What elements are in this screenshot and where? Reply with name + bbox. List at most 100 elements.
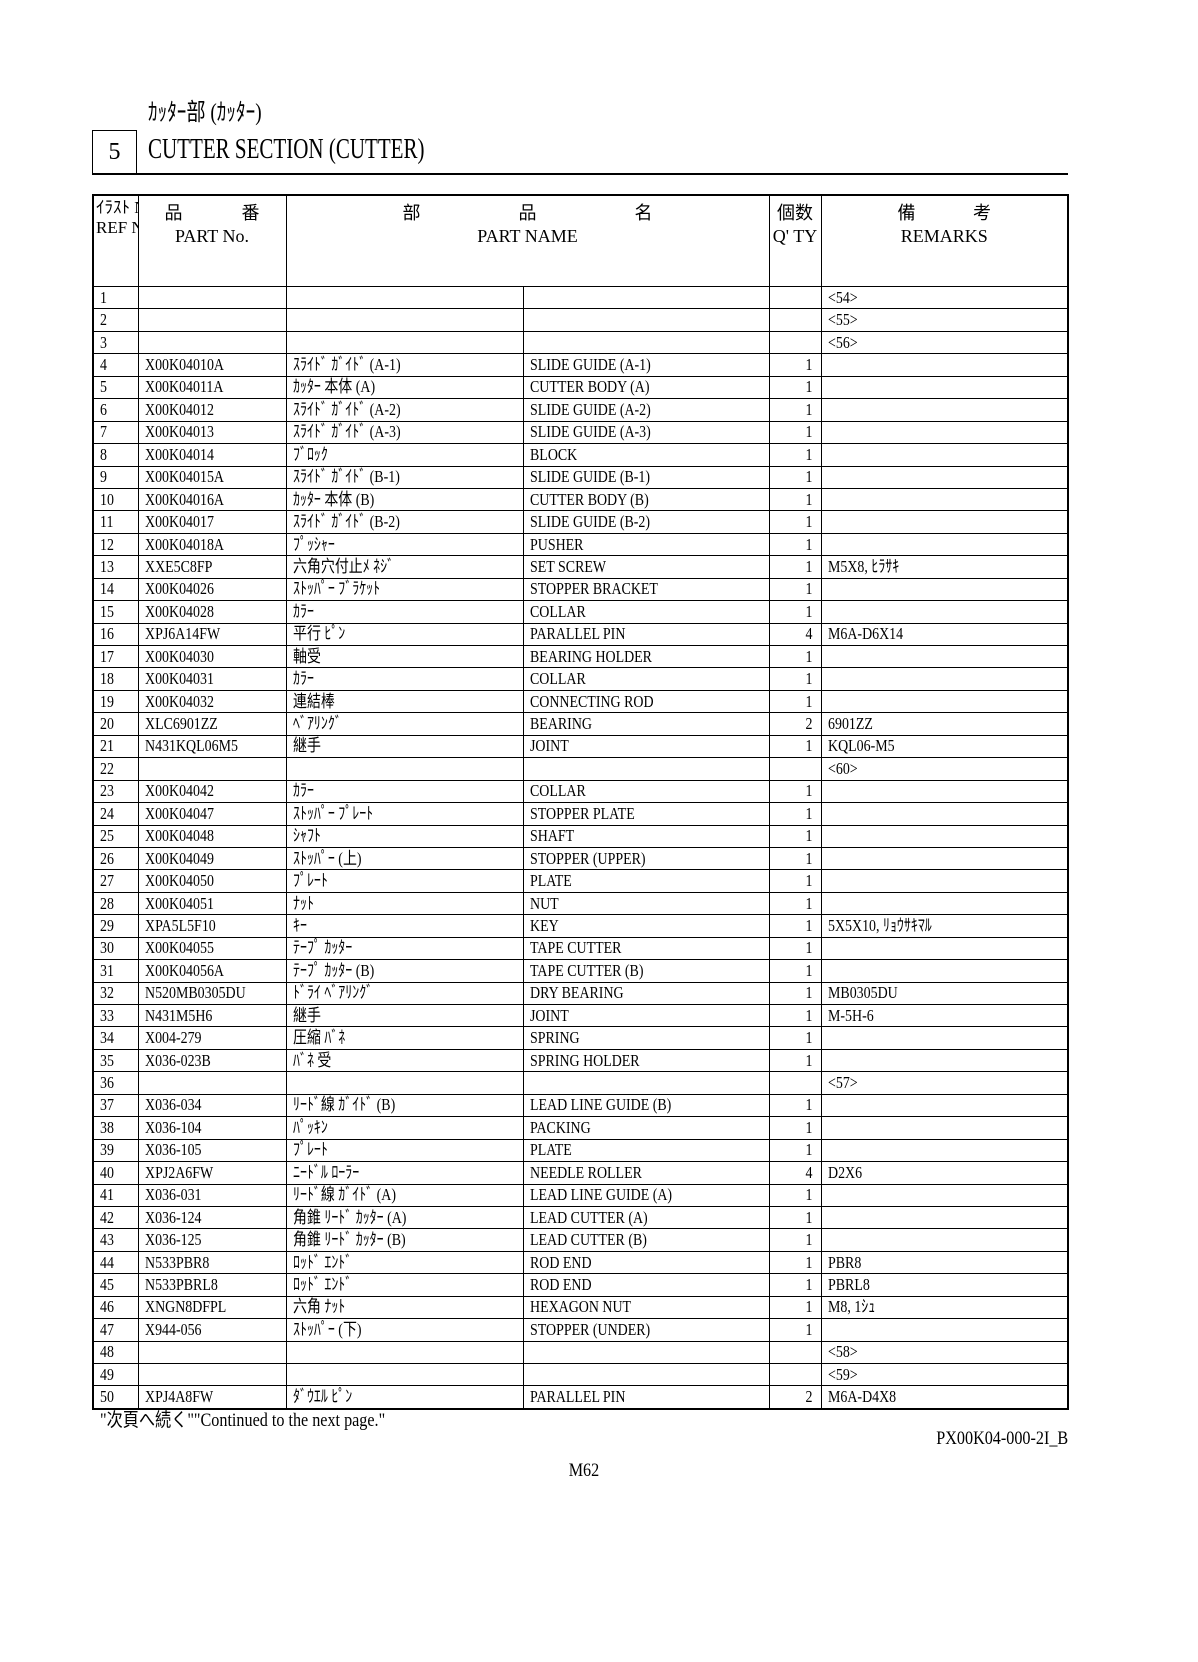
part-name-jp: ｷｰ <box>285 914 524 938</box>
quantity: 4 <box>768 1161 822 1185</box>
part-name-en: CONNECTING ROD <box>522 689 770 714</box>
ref-no: 26 <box>92 846 139 871</box>
part-name-en: ROD END <box>522 1273 770 1297</box>
remarks: <58> <box>820 1340 1069 1365</box>
table-row: 6 X00K04012 ｽﾗｲﾄﾞ ｶﾞｲﾄﾞ (A-2) SLIDE GUIDE (… <box>92 398 1069 422</box>
part-no: XPJ6A14FW <box>137 622 287 647</box>
remarks <box>820 1183 1069 1207</box>
continued-note: "次頁へ続く""Continued to the next page." <box>100 1410 386 1431</box>
quantity: 1 <box>768 443 822 467</box>
quantity: 1 <box>768 891 822 916</box>
quantity: 1 <box>768 353 822 377</box>
quantity <box>768 330 822 355</box>
remarks: KQL06-M5 <box>820 734 1069 759</box>
remarks <box>820 600 1069 624</box>
table-row: 18 X00K04031 ｶﾗｰ COLLAR 1 <box>92 667 1069 691</box>
quantity: 1 <box>768 1138 822 1163</box>
quantity: 1 <box>768 487 822 512</box>
part-name-en: PUSHER <box>522 532 770 557</box>
page-number: M62 <box>568 1460 600 1481</box>
part-name-en: LEAD CUTTER (B) <box>522 1228 770 1252</box>
remarks <box>820 846 1069 871</box>
table-row: 23 X00K04042 ｶﾗｰ COLLAR 1 <box>92 779 1069 804</box>
part-name-en: SLIDE GUIDE (B-2) <box>522 510 770 534</box>
table-row: 4 X00K04010A ｽﾗｲﾄﾞ ｶﾞｲﾄﾞ (A-1) SLIDE GUIDE … <box>92 353 1069 377</box>
quantity: 1 <box>768 936 822 961</box>
quantity: 2 <box>768 1385 822 1410</box>
ref-no: 37 <box>92 1093 139 1118</box>
quantity: 1 <box>768 398 822 422</box>
ref-no: 33 <box>92 1003 139 1028</box>
part-no: X00K04048 <box>137 824 287 848</box>
part-no: X00K04013 <box>137 420 287 445</box>
table-row: 42 X036-124 角錐 ﾘｰﾄﾞ ｶｯﾀｰ (A) LEAD CUTTER (A… <box>92 1205 1069 1230</box>
part-name-en: PLATE <box>522 869 770 893</box>
part-name-en: SET SCREW <box>522 555 770 579</box>
quantity: 1 <box>768 375 822 400</box>
quantity: 1 <box>768 1250 822 1275</box>
remarks <box>820 1205 1069 1230</box>
part-name-en: LEAD CUTTER (A) <box>522 1205 770 1230</box>
quantity <box>768 285 822 310</box>
part-no: X00K04051 <box>137 891 287 916</box>
part-name-en: NUT <box>522 891 770 916</box>
title-rule <box>92 173 1068 175</box>
ref-no: 39 <box>92 1138 139 1163</box>
remarks: PBR8 <box>820 1250 1069 1275</box>
quantity <box>768 308 822 332</box>
table-row: 7 X00K04013 ｽﾗｲﾄﾞ ｶﾞｲﾄﾞ (A-3) SLIDE GUIDE (… <box>92 420 1069 445</box>
ref-no: 12 <box>92 532 139 557</box>
part-name-jp: 継手 <box>285 734 524 759</box>
table-row: 49 <59> <box>92 1362 1069 1387</box>
ref-no: 41 <box>92 1183 139 1207</box>
part-name-jp: ｶﾗｰ <box>285 779 524 804</box>
part-name-en: BEARING HOLDER <box>522 644 770 669</box>
table-row: 8 X00K04014 ﾌﾞﾛｯｸ BLOCK 1 <box>92 443 1069 467</box>
remarks: PBRL8 <box>820 1273 1069 1297</box>
remarks <box>820 1228 1069 1252</box>
ref-no: 20 <box>92 712 139 736</box>
table-row: 46 XNGN8DFPL 六角 ﾅｯﾄ HEXAGON NUT 1 M8, 1ｼｭ <box>92 1295 1069 1320</box>
part-name-jp <box>285 757 524 781</box>
part-no: X036-125 <box>137 1228 287 1252</box>
part-no: N431M5H6 <box>137 1003 287 1028</box>
table-row: 5 X00K04011A ｶｯﾀｰ 本体 (A) CUTTER BODY (A) 1 <box>92 375 1069 400</box>
part-no <box>137 308 287 332</box>
section-number: 5 <box>92 130 137 174</box>
part-name-jp: 六角 ﾅｯﾄ <box>285 1295 524 1320</box>
part-no: X00K04011A <box>137 375 287 400</box>
table-row: 1 <54> <box>92 285 1069 310</box>
part-name-en <box>522 330 770 355</box>
part-no <box>137 1071 287 1095</box>
quantity: 1 <box>768 1295 822 1320</box>
remarks <box>820 420 1069 445</box>
table-row: 50 XPJ4A8FW ﾀﾞｳｴﾙ ﾋﾟﾝ PARALLEL PIN 2 M6A-D4X8 <box>92 1385 1069 1410</box>
partno-header: 品番 PART No. <box>137 194 287 287</box>
part-name-jp: 継手 <box>285 1003 524 1028</box>
table-row: 32 N520MB0305DU ﾄﾞﾗｲ ﾍﾞｱﾘﾝｸﾞ DRY BEARING 1 MB… <box>92 981 1069 1006</box>
quantity: 1 <box>768 510 822 534</box>
remarks <box>820 487 1069 512</box>
part-name-en: COLLAR <box>522 600 770 624</box>
table-row: 35 X036-023B ﾊﾞﾈ 受 SPRING HOLDER 1 <box>92 1048 1069 1073</box>
table-row: 43 X036-125 角錐 ﾘｰﾄﾞ ｶｯﾀｰ (B) LEAD CUTTER (B… <box>92 1228 1069 1252</box>
part-no: N533PBRL8 <box>137 1273 287 1297</box>
quantity: 1 <box>768 846 822 871</box>
remarks-header: 備考 REMARKS <box>820 194 1069 287</box>
part-name-jp: ﾃｰﾌﾟ ｶｯﾀｰ (B) <box>285 959 524 983</box>
remarks: D2X6 <box>820 1161 1069 1185</box>
part-name-jp: ｽﾗｲﾄﾞ ｶﾞｲﾄﾞ (B-2) <box>285 510 524 534</box>
part-name-jp <box>285 1362 524 1387</box>
part-name-jp: ﾌﾟｯｼｬｰ <box>285 532 524 557</box>
quantity: 1 <box>768 1003 822 1028</box>
section-title-jp: ｶｯﾀｰ部 (ｶｯﾀｰ) <box>148 100 262 126</box>
ref-no: 21 <box>92 734 139 759</box>
remarks <box>820 779 1069 804</box>
ref-no: 31 <box>92 959 139 983</box>
part-name-en <box>522 1071 770 1095</box>
part-name-jp: ﾘｰﾄﾞ線 ｶﾞｲﾄﾞ (B) <box>285 1093 524 1118</box>
part-name-en <box>522 285 770 310</box>
table-row: 44 N533PBR8 ﾛｯﾄﾞ ｴﾝﾄﾞ ROD END 1 PBR8 <box>92 1250 1069 1275</box>
ref-no: 43 <box>92 1228 139 1252</box>
ref-no: 4 <box>92 353 139 377</box>
